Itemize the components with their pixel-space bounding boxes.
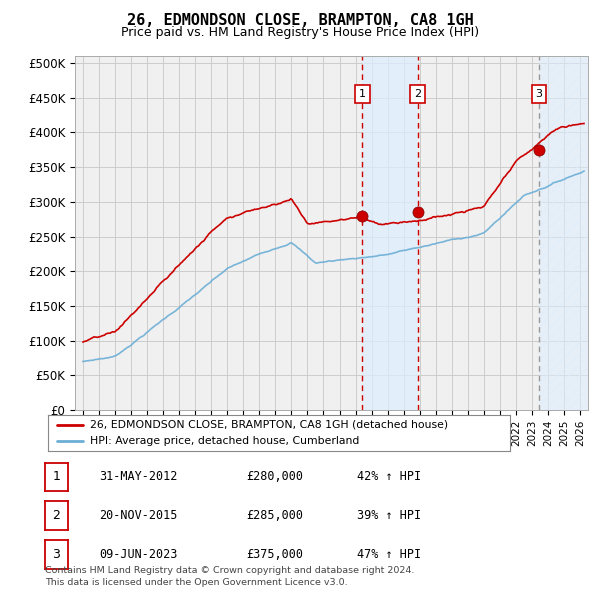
Text: 2: 2 <box>415 89 421 99</box>
Bar <box>362 56 418 410</box>
Text: 26, EDMONDSON CLOSE, BRAMPTON, CA8 1GH (detached house): 26, EDMONDSON CLOSE, BRAMPTON, CA8 1GH (… <box>89 419 448 430</box>
Text: 1: 1 <box>52 470 61 483</box>
Text: £375,000: £375,000 <box>246 548 303 560</box>
Text: 3: 3 <box>535 89 542 99</box>
Text: £285,000: £285,000 <box>246 509 303 522</box>
Text: 26, EDMONDSON CLOSE, BRAMPTON, CA8 1GH: 26, EDMONDSON CLOSE, BRAMPTON, CA8 1GH <box>127 13 473 28</box>
Text: Price paid vs. HM Land Registry's House Price Index (HPI): Price paid vs. HM Land Registry's House … <box>121 26 479 39</box>
Text: 31-MAY-2012: 31-MAY-2012 <box>99 470 178 483</box>
Text: 3: 3 <box>52 548 61 561</box>
Text: Contains HM Land Registry data © Crown copyright and database right 2024.
This d: Contains HM Land Registry data © Crown c… <box>45 566 415 587</box>
Text: HPI: Average price, detached house, Cumberland: HPI: Average price, detached house, Cumb… <box>89 437 359 447</box>
Text: £280,000: £280,000 <box>246 470 303 483</box>
Text: 1: 1 <box>359 89 366 99</box>
Text: 42% ↑ HPI: 42% ↑ HPI <box>357 470 421 483</box>
Text: 09-JUN-2023: 09-JUN-2023 <box>99 548 178 560</box>
Text: 2: 2 <box>52 509 61 522</box>
Text: 39% ↑ HPI: 39% ↑ HPI <box>357 509 421 522</box>
Text: 47% ↑ HPI: 47% ↑ HPI <box>357 548 421 560</box>
Text: 20-NOV-2015: 20-NOV-2015 <box>99 509 178 522</box>
Bar <box>539 56 588 410</box>
